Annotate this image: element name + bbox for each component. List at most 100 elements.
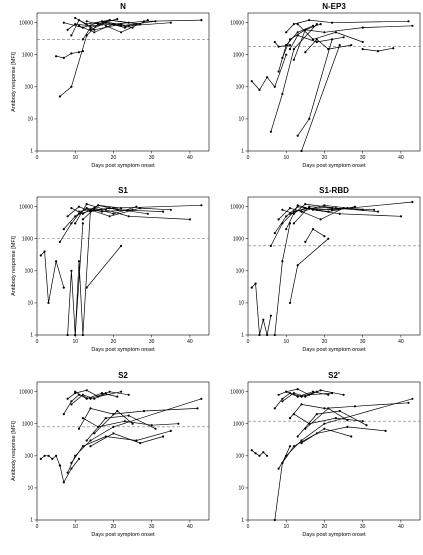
data-point [55,55,58,58]
data-point [93,397,96,400]
series-10 [292,413,364,425]
data-point [70,269,73,272]
series-1 [250,449,269,457]
data-point [43,454,46,457]
data-point [55,260,58,263]
data-point [58,464,62,467]
series-line [305,38,352,53]
data-point [300,403,303,406]
y-tick-label: 100 [236,85,245,91]
series-line [305,228,325,243]
data-point [93,31,96,34]
series-13 [93,409,134,435]
data-point [108,390,111,393]
chart-title: N-EP3 [322,2,346,11]
data-point [77,51,81,54]
x-tick-label: 20 [322,155,328,161]
x-tick-label: 30 [360,339,366,345]
data-point [127,414,130,417]
data-point [411,200,414,204]
data-point [338,409,341,413]
data-point [338,44,341,47]
data-point [353,205,357,208]
x-tick-label: 30 [149,339,155,345]
data-point [89,407,92,410]
data-point [127,393,130,396]
data-point [66,397,69,400]
data-point [262,451,265,454]
series-12 [304,38,353,54]
chart-title: S1 [118,186,128,195]
x-tick-label: 0 [36,155,39,161]
series-9 [292,23,322,61]
data-point [304,427,307,430]
data-point [81,393,84,396]
x-axis-label: Days post symptom onset [91,532,155,538]
series-4 [85,244,123,289]
data-point [296,23,299,26]
data-point [376,50,380,53]
chart-title: S2' [328,371,340,380]
series-11 [300,207,376,221]
data-point [296,264,299,267]
x-tick-label: 0 [247,339,250,345]
series-1 [250,282,272,337]
data-point [154,20,157,23]
data-point [266,333,269,337]
y-tick-label: 10000 [230,389,244,395]
data-point [296,395,299,398]
data-point [116,395,119,398]
data-point [74,16,77,20]
data-point [43,250,46,253]
data-point [66,471,69,474]
data-point [311,390,315,393]
data-point [346,419,349,422]
data-point [85,203,88,206]
data-point [81,417,84,420]
series-8 [288,34,345,51]
data-point [285,228,288,231]
data-point [85,397,88,400]
data-point [62,286,65,289]
data-point [70,34,73,37]
data-point [311,24,315,27]
y-tick-label: 10 [238,486,244,492]
series-line [71,430,171,464]
data-point [300,395,303,398]
series-line [94,410,133,434]
data-point [85,286,88,289]
series-4 [70,429,172,464]
y-tick-label: 100 [25,85,34,91]
data-point [169,21,172,24]
y-tick-label: 10000 [19,389,33,395]
data-point [81,333,84,337]
data-point [308,205,311,208]
y-tick-label: 100 [236,454,245,460]
data-point [85,20,88,23]
y-tick-label: 1000 [22,236,33,242]
y-tick-label: 10000 [230,20,244,26]
data-point [269,314,272,317]
series-9 [288,401,410,420]
series-line [274,223,291,336]
data-point [254,452,257,455]
data-point [300,439,303,442]
data-point [77,210,81,213]
x-tick-label: 10 [72,155,78,161]
data-point [120,23,123,26]
series-line [90,22,137,31]
series-8 [74,390,119,400]
y-tick-label: 1000 [233,421,244,427]
data-point [315,413,318,416]
data-point [70,467,73,470]
data-point [93,432,96,435]
data-point [200,397,203,400]
series-13 [361,47,395,53]
series-8 [285,204,402,231]
data-point [331,207,334,210]
series-line [86,245,122,288]
x-tick-label: 20 [111,524,117,530]
data-point [120,207,123,210]
data-point [273,407,276,410]
x-tick-label: 0 [36,524,39,530]
